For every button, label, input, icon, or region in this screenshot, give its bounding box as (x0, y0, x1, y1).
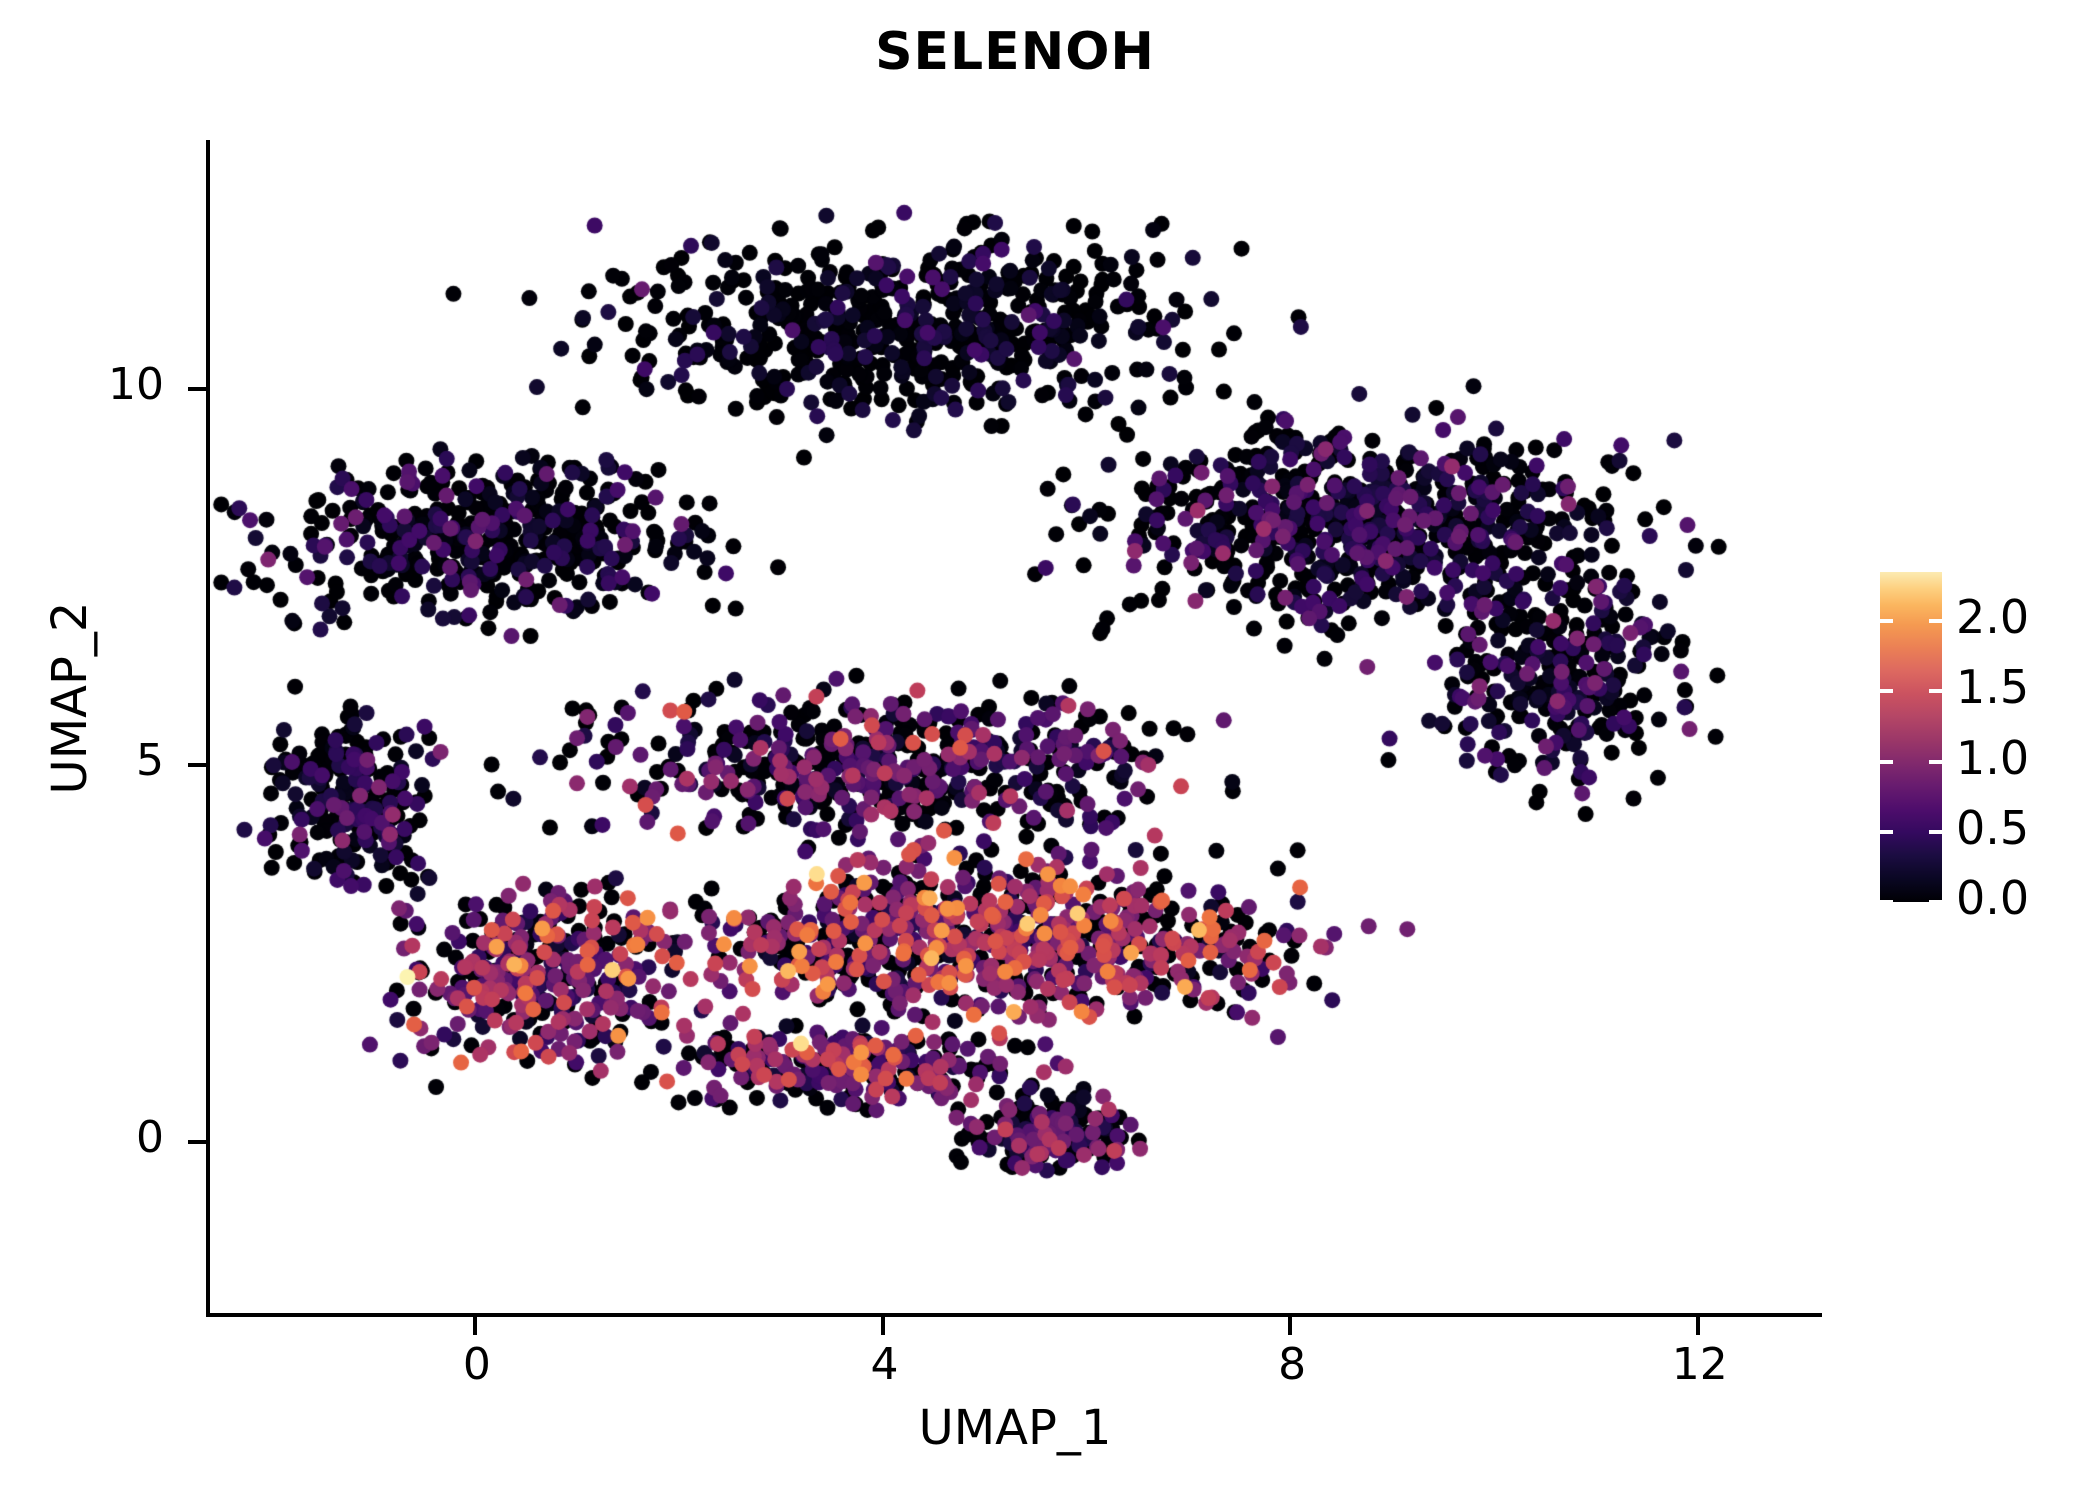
x-tick-label: 8 (1278, 1339, 1307, 1390)
colorbar-tick-mark (1929, 900, 1942, 904)
x-tick-mark (1695, 1317, 1700, 1335)
colorbar-gradient (1880, 572, 1942, 902)
y-tick-mark (188, 763, 206, 768)
x-axis-spine (206, 1313, 1822, 1317)
x-tick-label: 12 (1671, 1339, 1728, 1390)
y-axis-spine (206, 140, 210, 1317)
y-axis-label: UMAP_2 (42, 601, 98, 795)
colorbar-tick-mark (1880, 619, 1893, 624)
y-tick-mark (188, 1139, 206, 1144)
colorbar-tick-label: 1.5 (1956, 660, 2030, 715)
y-tick-label: 10 (108, 358, 164, 410)
x-axis-label: UMAP_1 (918, 1400, 1112, 1456)
colorbar-tick-mark (1880, 829, 1893, 834)
x-tick-mark (1288, 1317, 1293, 1335)
x-tick-mark (472, 1317, 477, 1335)
y-tick-label: 0 (136, 1111, 164, 1163)
colorbar-tick-mark (1880, 900, 1893, 904)
colorbar-tick-label: 0.0 (1956, 871, 2030, 925)
colorbar-tick-mark (1929, 829, 1942, 834)
x-tick-mark (880, 1317, 885, 1335)
colorbar-tick-mark (1880, 759, 1893, 764)
scatter-points-layer (210, 140, 1820, 1315)
page-title: SELENOH (875, 22, 1155, 82)
colorbar-tick-mark (1880, 689, 1893, 694)
x-tick-label: 4 (870, 1339, 899, 1390)
colorbar: 0.0 0.5 1.0 1.5 2.0 (1880, 572, 2029, 925)
x-tick-label: 0 (462, 1339, 491, 1390)
y-tick-label: 5 (136, 735, 164, 787)
plot-area (210, 140, 1820, 1315)
colorbar-tick-mark (1929, 759, 1942, 764)
colorbar-tick-mark (1929, 619, 1942, 624)
colorbar-tick-label: 2.0 (1956, 590, 2030, 645)
colorbar-tick-mark (1929, 689, 1942, 694)
colorbar-tick-label: 0.5 (1956, 800, 2030, 855)
colorbar-tick-label: 1.0 (1956, 730, 2030, 785)
y-tick-mark (188, 386, 206, 391)
